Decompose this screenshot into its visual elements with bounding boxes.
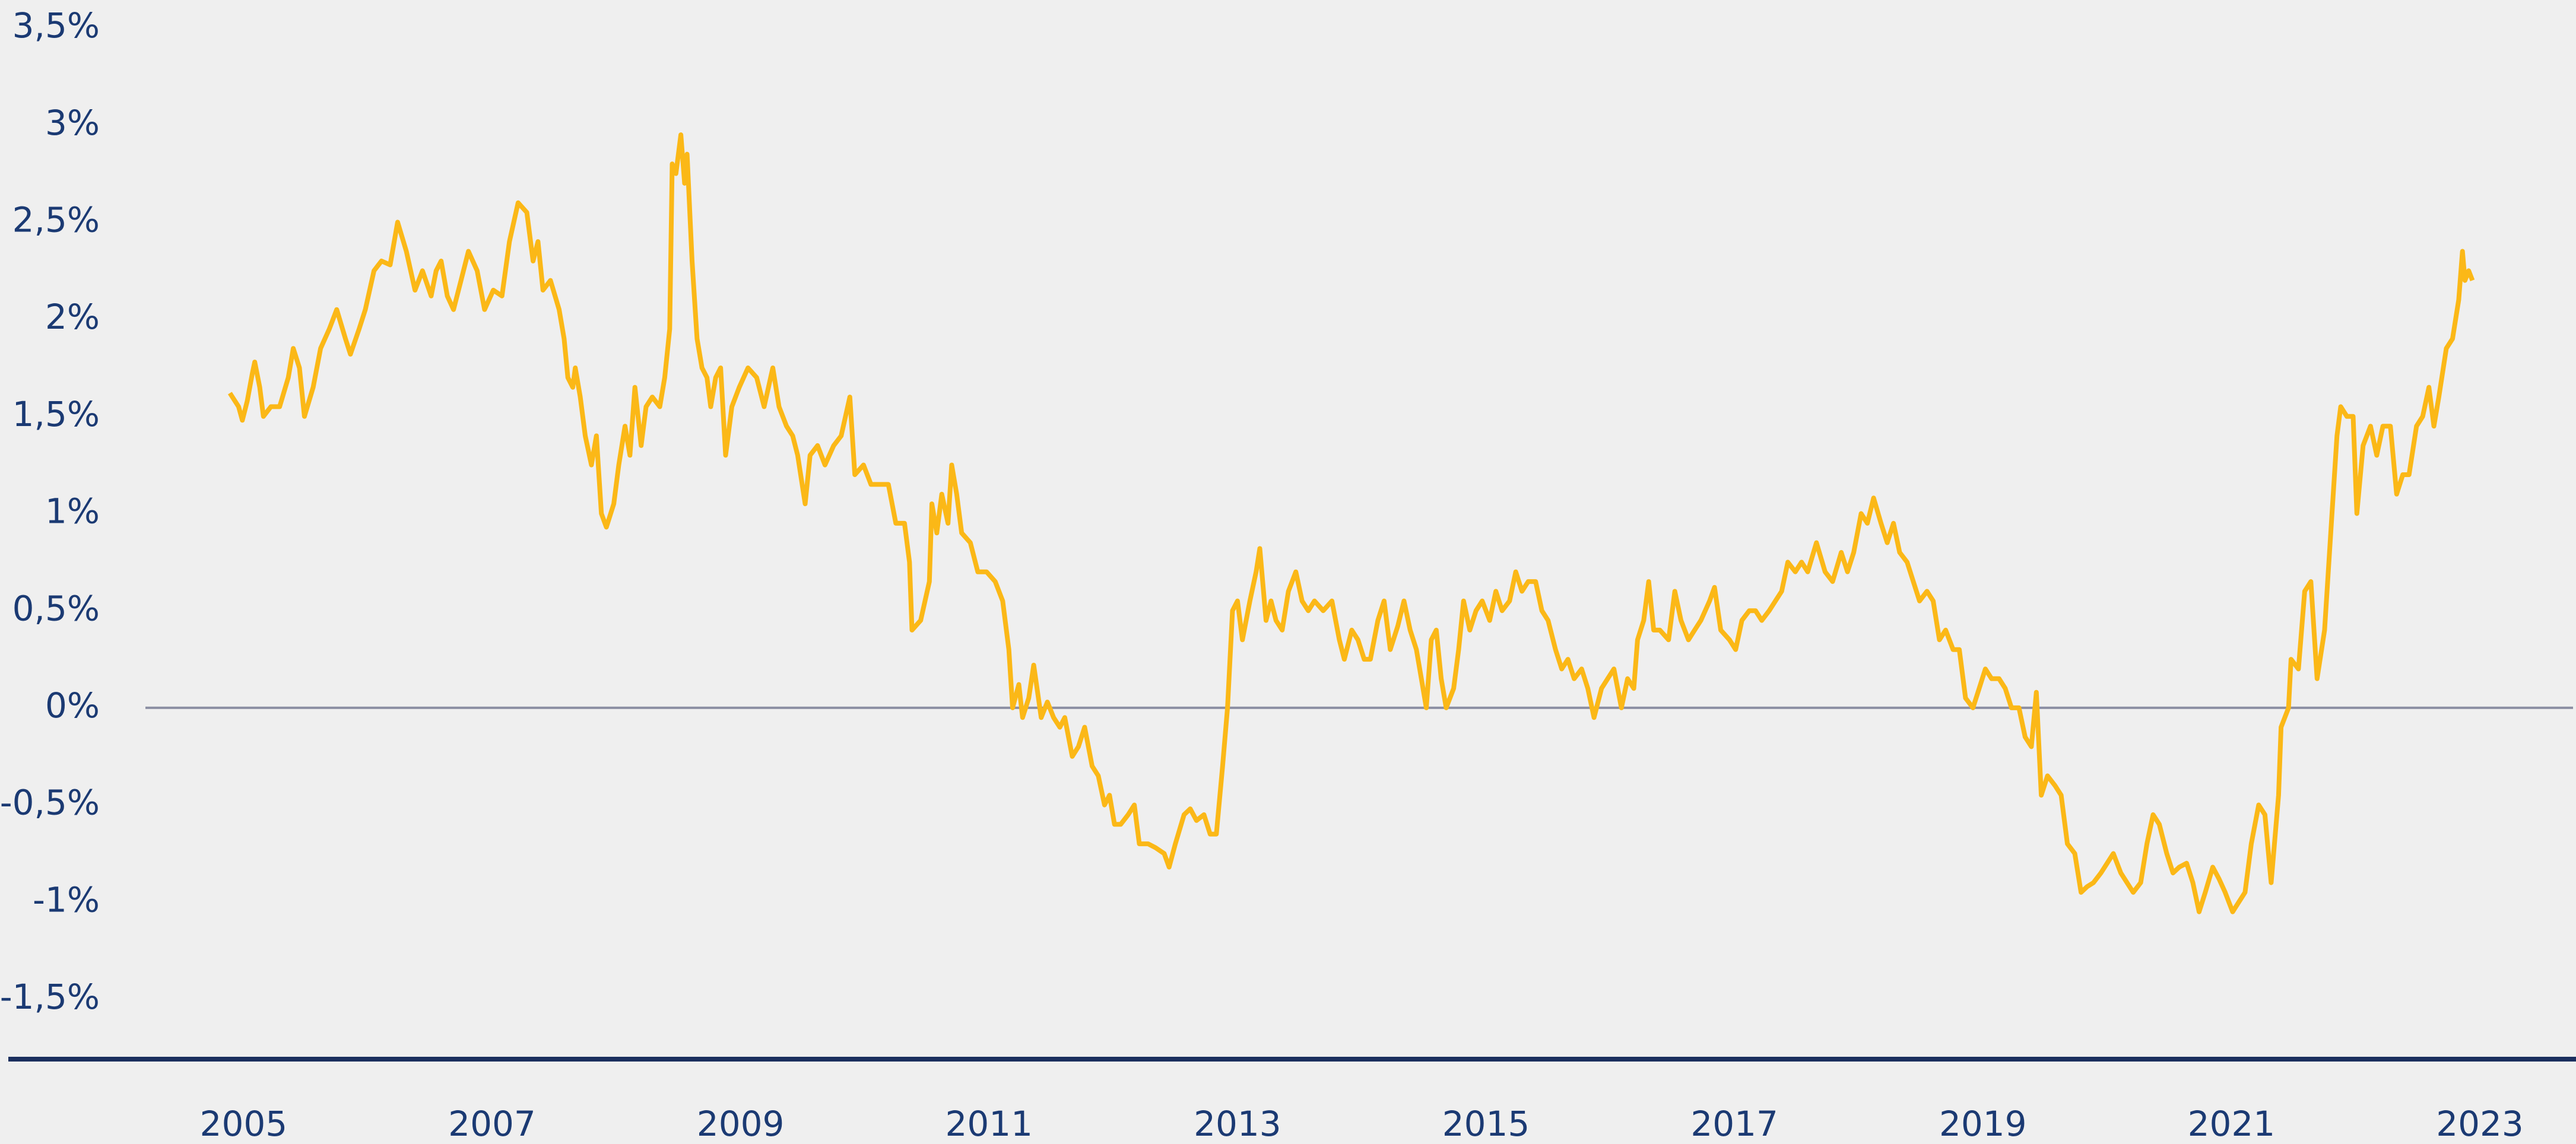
- x-tick-label: 2009: [697, 1104, 785, 1144]
- x-tick-label: 2021: [2188, 1104, 2276, 1144]
- y-tick-label: 2,5%: [12, 200, 100, 240]
- x-tick-label: 2013: [1194, 1104, 1281, 1144]
- y-tick-label: 3%: [45, 103, 100, 143]
- y-tick-label: 2%: [45, 297, 100, 337]
- x-tick-label: 2023: [2436, 1104, 2524, 1144]
- x-tick-label: 2015: [1442, 1104, 1530, 1144]
- x-tick-label: 2017: [1690, 1104, 1778, 1144]
- x-tick-label: 2005: [200, 1104, 288, 1144]
- y-tick-label: -1%: [33, 879, 100, 920]
- y-tick-label: 0%: [45, 685, 100, 726]
- x-tick-label: 2007: [448, 1104, 536, 1144]
- y-tick-label: 1%: [45, 491, 100, 532]
- y-tick-label: 0,5%: [12, 588, 100, 628]
- y-tick-label: 1,5%: [12, 394, 100, 434]
- y-tick-label: -0,5%: [0, 783, 100, 823]
- y-tick-label: -1,5%: [0, 977, 100, 1017]
- x-tick-label: 2011: [945, 1104, 1033, 1144]
- x-tick-label: 2019: [1939, 1104, 2027, 1144]
- data-line: [227, 132, 2475, 914]
- y-tick-label: 3,5%: [12, 5, 100, 46]
